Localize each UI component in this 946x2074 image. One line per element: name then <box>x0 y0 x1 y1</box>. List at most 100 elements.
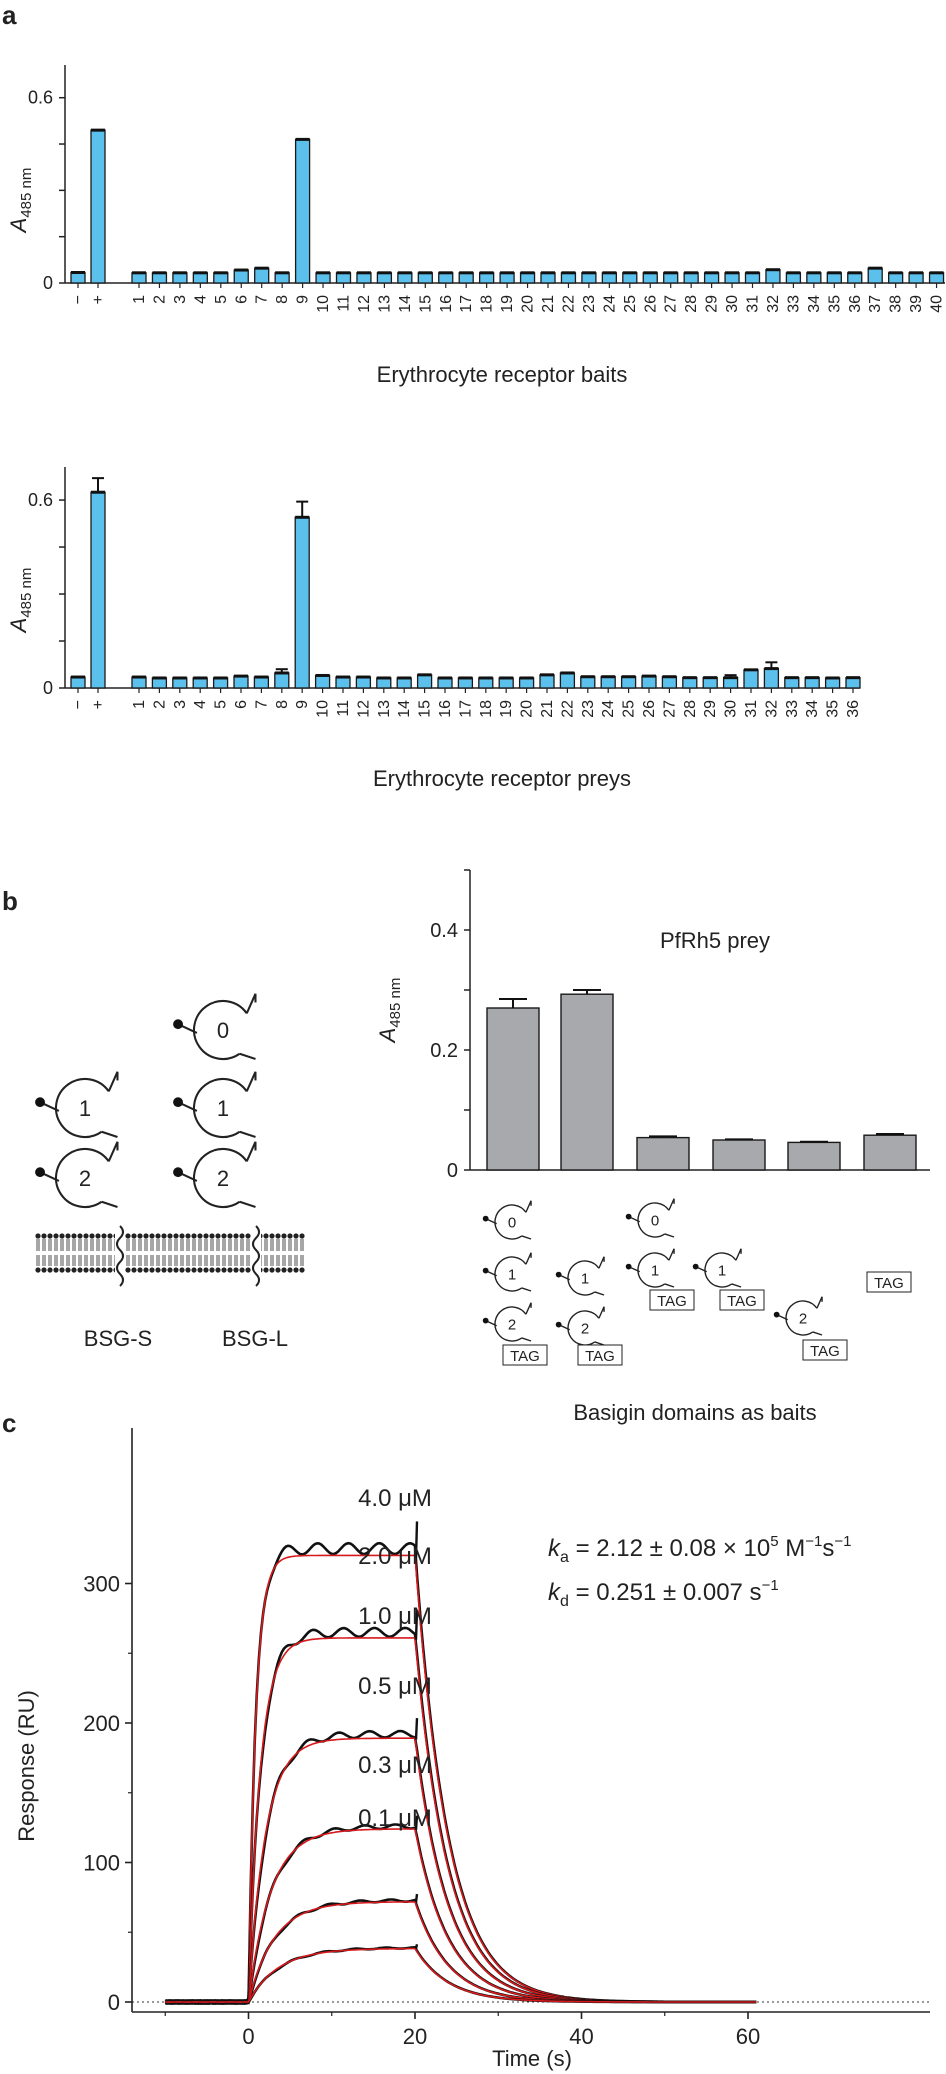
lipid-head <box>89 1267 95 1273</box>
domain-label: 0 <box>217 1018 229 1043</box>
lipid-head <box>263 1233 269 1239</box>
lipid-head <box>221 1233 227 1239</box>
lipid-head <box>203 1233 209 1239</box>
basigin-isoform-diagram: 1 2 0 1 2 BSG-S BSG-L <box>35 993 305 1351</box>
x-tick-label: 40 <box>569 2024 593 2049</box>
panel-label-b: b <box>2 886 18 916</box>
domain-stem <box>664 1233 675 1238</box>
tag-label: TAG <box>874 1275 904 1292</box>
x-tick-label: 13 <box>376 700 393 718</box>
domain-stem <box>598 1256 605 1269</box>
bar <box>213 272 229 284</box>
bar <box>70 271 86 284</box>
lipid-head <box>191 1267 197 1273</box>
series-fit-line <box>165 1637 757 2003</box>
lipid-head <box>215 1267 221 1273</box>
lipid-head <box>47 1267 53 1273</box>
x-tick-label: 17 <box>458 295 475 313</box>
lipid-head <box>263 1267 269 1273</box>
series-label: 2.0 μM <box>358 1543 432 1570</box>
domain-stem <box>521 1235 532 1240</box>
lipid-head <box>281 1233 287 1239</box>
series-label: 0.5 μM <box>358 1673 432 1700</box>
bar <box>785 272 802 284</box>
x-tick-label: 33 <box>785 295 802 313</box>
lipid-head <box>125 1233 131 1239</box>
bar <box>765 269 781 284</box>
x-tick-label: 2 <box>151 700 168 709</box>
lipid-head <box>155 1267 161 1273</box>
domain-loop <box>785 1300 818 1336</box>
bar <box>908 272 924 284</box>
x-tick-label: 7 <box>254 295 271 304</box>
domain-stem <box>107 1071 119 1092</box>
bar <box>458 272 474 284</box>
bar <box>863 1134 917 1171</box>
domain-stem <box>594 1341 605 1346</box>
lipid-head <box>233 1267 239 1273</box>
lipid-head <box>59 1233 65 1239</box>
lipid-head <box>47 1233 53 1239</box>
lipid-head <box>35 1233 41 1239</box>
domain-stem <box>525 1302 532 1315</box>
bait-bar-chart: 00.6− +1 2 3 4 5 6 7 8 9 10 11 12 13 14 15 16 17 18 19 20 21 2… <box>6 65 946 387</box>
x-tick-label: 60 <box>736 2024 760 2049</box>
tm-gap <box>251 1226 261 1280</box>
bait2-domain-2: 2 <box>555 1306 605 1346</box>
x-tick-label: 26 <box>642 295 659 313</box>
x-tick-label: 6 <box>233 700 250 709</box>
bait1-domain-1: 1 <box>482 1252 532 1292</box>
bar <box>417 272 433 284</box>
lipid-head <box>83 1233 89 1239</box>
x-tick-label: 34 <box>806 295 823 313</box>
x-tick-label: 6 <box>233 295 250 304</box>
x-tick-label: 35 <box>826 295 843 313</box>
lipid-head <box>197 1233 203 1239</box>
x-tick-label: 16 <box>437 700 454 718</box>
x-tick-label: 2 <box>151 295 168 304</box>
bait2-domain-1: 1 <box>555 1256 605 1296</box>
y-axis-label: A485 nm <box>6 568 35 635</box>
y-tick-label: 0.4 <box>430 920 458 942</box>
lipid-head <box>131 1233 137 1239</box>
lipid-head <box>41 1267 47 1273</box>
bar <box>784 677 800 689</box>
lipid-head <box>269 1267 275 1273</box>
domain-stem <box>525 1200 532 1213</box>
tag-box <box>577 1344 623 1366</box>
lipid-head <box>71 1267 77 1273</box>
x-tick-label: 15 <box>417 700 434 718</box>
domain-label: 0 <box>651 1212 659 1229</box>
domain-stem <box>664 1283 675 1288</box>
domain-stem <box>239 1052 256 1060</box>
bar <box>233 269 249 284</box>
bar <box>486 1007 540 1171</box>
x-tick-label: 0 <box>242 2024 254 2049</box>
glycan-dot <box>173 1097 183 1108</box>
bar <box>335 272 352 284</box>
lipid-head <box>101 1267 107 1273</box>
bsg-s-domain-2: 2 <box>35 1141 119 1209</box>
bar <box>560 272 577 284</box>
y-tick-label: 100 <box>83 1851 120 1876</box>
chart-title: PfRh5 prey <box>660 928 770 953</box>
bar <box>90 129 106 284</box>
transmembrane-helix <box>252 1225 260 1287</box>
x-tick-label: 28 <box>682 700 699 718</box>
bar <box>437 677 453 689</box>
lipid-head <box>245 1233 251 1239</box>
bar <box>826 272 842 284</box>
lipid-head <box>185 1233 191 1239</box>
panel-label-a: a <box>2 0 17 30</box>
bar <box>294 138 311 284</box>
x-tick-label: 17 <box>457 700 474 718</box>
x-tick-label: 19 <box>498 700 515 718</box>
bar <box>539 674 555 689</box>
bar <box>641 675 657 689</box>
glycan-dot <box>173 1019 183 1030</box>
x-tick-label: − <box>70 295 87 304</box>
series-label: 0.3 μM <box>358 1752 432 1779</box>
y-tick-label: 300 <box>83 1572 120 1597</box>
x-tick-label: 10 <box>315 295 332 313</box>
